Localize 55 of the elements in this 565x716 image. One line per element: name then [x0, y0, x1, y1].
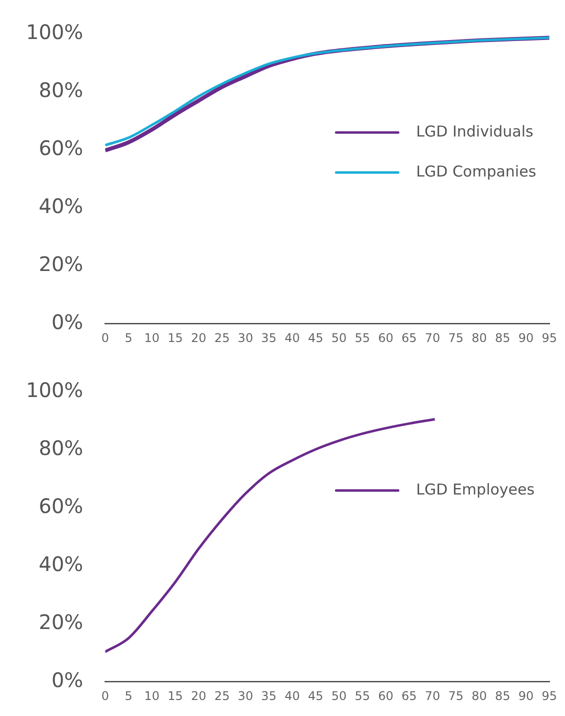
- y-tick-label: 100%: [26, 20, 84, 44]
- x-tick-label: 70: [424, 330, 440, 345]
- x-tick-label: 50: [331, 330, 347, 345]
- x-tick-label: 90: [518, 330, 534, 345]
- x-tick-label: 85: [494, 688, 510, 703]
- legend-label: LGD Employees: [416, 480, 535, 498]
- x-tick-label: 20: [191, 688, 206, 703]
- x-tick-label: 5: [124, 330, 132, 345]
- y-tick-label: 40%: [38, 194, 84, 218]
- y-tick-label: 40%: [38, 552, 84, 576]
- x-tick-label: 95: [542, 688, 558, 703]
- x-tick-label: 0: [101, 330, 109, 345]
- x-tick-label: 65: [401, 330, 417, 345]
- x-tick-label: 10: [144, 330, 160, 345]
- x-tick-label: 85: [494, 330, 510, 345]
- x-tick-label: 45: [308, 330, 324, 345]
- x-tick-label: 55: [354, 330, 370, 345]
- x-tick-label: 35: [261, 688, 276, 703]
- x-tick-label: 75: [448, 330, 464, 345]
- x-tick-label: 75: [448, 688, 464, 703]
- x-tick-label: 65: [401, 688, 417, 703]
- x-tick-label: 10: [144, 688, 160, 703]
- y-tick-label: 80%: [38, 436, 84, 460]
- legend-label: LGD Individuals: [416, 122, 534, 140]
- x-tick-label: 15: [168, 330, 183, 345]
- x-tick-label: 40: [284, 688, 300, 703]
- x-tick-label: 70: [424, 688, 440, 703]
- x-tick-label: 15: [168, 688, 183, 703]
- x-tick-label: 90: [518, 688, 534, 703]
- x-tick-label: 45: [308, 688, 324, 703]
- x-tick-label: 25: [214, 688, 230, 703]
- x-tick-label: 35: [261, 330, 276, 345]
- x-tick-label: 40: [284, 330, 300, 345]
- legend-label: LGD Companies: [416, 162, 536, 180]
- y-tick-label: 0%: [51, 310, 84, 334]
- x-tick-label: 5: [124, 688, 132, 703]
- x-tick-label: 60: [378, 330, 394, 345]
- y-tick-label: 60%: [38, 136, 84, 160]
- x-tick-label: 0: [101, 688, 109, 703]
- y-tick-label: 20%: [38, 252, 84, 276]
- x-tick-label: 60: [378, 688, 394, 703]
- x-tick-label: 20: [191, 330, 206, 345]
- y-tick-label: 0%: [51, 668, 84, 692]
- y-tick-label: 60%: [38, 494, 84, 518]
- x-tick-label: 50: [331, 688, 347, 703]
- x-tick-label: 55: [354, 688, 370, 703]
- x-tick-label: 30: [238, 688, 254, 703]
- x-tick-label: 80: [472, 330, 487, 345]
- x-tick-label: 25: [214, 330, 230, 345]
- y-tick-label: 100%: [26, 378, 84, 402]
- x-tick-label: 95: [542, 330, 558, 345]
- x-tick-label: 80: [472, 688, 487, 703]
- y-tick-label: 20%: [38, 610, 84, 634]
- y-tick-label: 80%: [38, 78, 84, 102]
- x-tick-label: 30: [238, 330, 254, 345]
